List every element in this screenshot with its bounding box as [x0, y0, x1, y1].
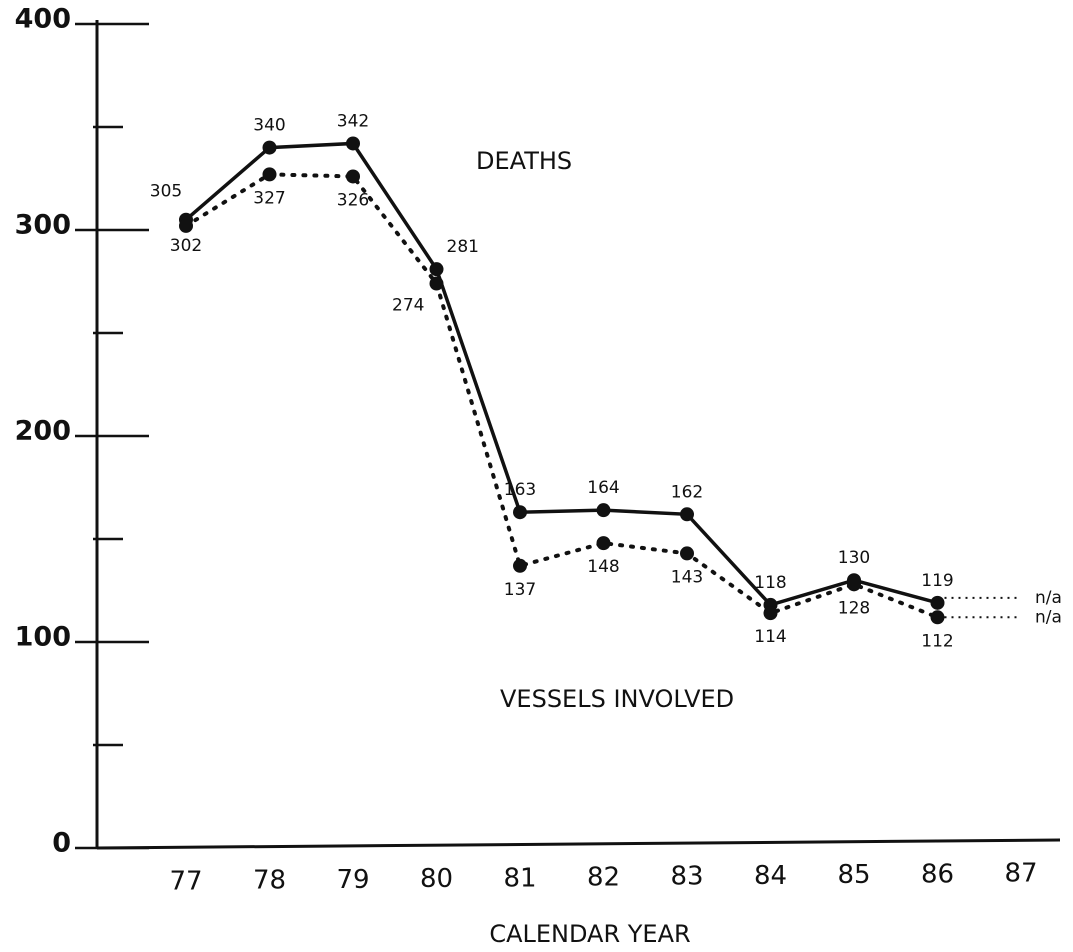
annotation: DEATHS: [476, 147, 572, 175]
value-label: 162: [671, 482, 703, 502]
point: [262, 140, 277, 155]
value-label: 274: [392, 296, 424, 316]
value-label: 340: [253, 116, 285, 136]
series-line: [184, 141, 938, 607]
y-tick-label: 200: [15, 416, 71, 447]
point: [680, 507, 694, 522]
value-label: 326: [337, 190, 369, 210]
point: [596, 536, 611, 551]
value-label: n/a: [1035, 588, 1062, 608]
value-label: 143: [671, 567, 703, 587]
value-label: 305: [150, 182, 182, 202]
x-tick-label: 83: [670, 862, 703, 892]
x-axis-title: CALENDAR YEAR: [489, 920, 690, 948]
value-label: 128: [838, 598, 870, 618]
point: [513, 558, 527, 573]
point: [847, 577, 861, 592]
value-label: n/a: [1035, 607, 1062, 627]
value-label: 130: [838, 548, 870, 568]
value-label: 342: [337, 111, 369, 131]
annotation: VESSELS INVOLVED: [500, 685, 734, 713]
x-tick-label: 77: [169, 867, 202, 897]
point: [680, 546, 694, 561]
point: [930, 595, 945, 610]
x-tick-label: 78: [253, 866, 286, 896]
point: [513, 505, 527, 520]
value-label: 148: [587, 557, 619, 577]
x-tick-label: 81: [503, 863, 536, 893]
point: [346, 169, 360, 184]
x-tick-label: 84: [754, 861, 787, 891]
x-tick-label: 86: [921, 859, 954, 889]
point: [179, 218, 193, 233]
y-tick-label: 400: [15, 4, 71, 35]
y-tick-label: 300: [15, 210, 71, 241]
y-tick-label: 0: [52, 828, 71, 859]
value-label: 137: [504, 580, 536, 600]
series-line: [184, 172, 940, 620]
x-tick-label: 79: [336, 865, 369, 895]
value-label: 114: [754, 627, 786, 647]
value-label: 163: [504, 480, 536, 500]
x-tick-label: 85: [837, 860, 870, 890]
x-axis: [96, 838, 1061, 850]
value-label: 118: [754, 573, 786, 593]
value-label: 164: [587, 478, 619, 498]
point: [262, 167, 277, 182]
value-label: 119: [921, 571, 953, 591]
y-tick-label: 100: [15, 622, 71, 653]
point: [763, 606, 778, 621]
point: [596, 503, 611, 518]
point: [429, 276, 444, 291]
point: [429, 262, 444, 277]
x-tick-label: 87: [1004, 859, 1037, 889]
value-label: 112: [921, 631, 953, 651]
value-label: 327: [253, 188, 285, 208]
point: [346, 136, 360, 151]
value-label: 302: [170, 236, 202, 256]
x-tick-label: 80: [420, 864, 453, 894]
value-label: 281: [447, 237, 479, 257]
x-tick-label: 82: [587, 863, 620, 893]
